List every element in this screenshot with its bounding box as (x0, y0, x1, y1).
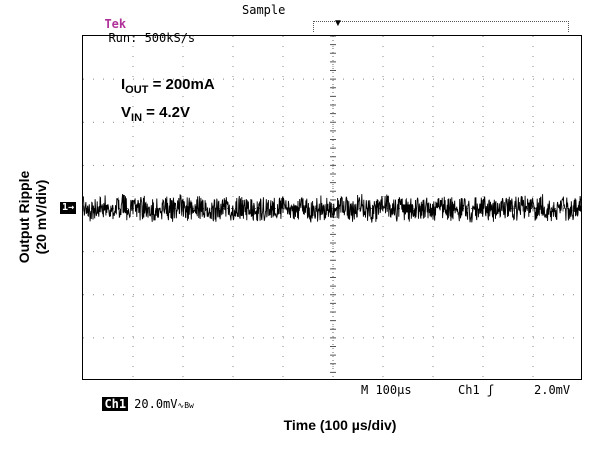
trigger-level-marker-icon (403, 204, 413, 213)
trigger-slope-icon: ʃ (486, 383, 495, 397)
bw-symbol: ∿ (177, 401, 185, 410)
iout-symbol: I (121, 76, 126, 93)
run-status: Run: 500kS/s (108, 31, 196, 45)
brand-label: Tek (104, 17, 127, 31)
iout-annotation: IOUT = 200mA (121, 76, 215, 99)
scope-plot (83, 36, 581, 379)
acquisition-mode: Sample (242, 3, 286, 17)
vin-value: = 4.2V (142, 104, 190, 121)
bw-sub: Bw (184, 401, 194, 410)
channel-1-ground-marker: 1→ (60, 202, 77, 214)
trigger-position-icon (333, 19, 343, 29)
scope-readout-bar: Ch1 20.0mV∿Bw M 100μs Ch1 ʃ 2.0mV (88, 383, 588, 411)
vin-annotation: VIN = 4.2V (121, 104, 190, 127)
trace-end-marker-icon (576, 205, 581, 212)
y-axis-label-line2: (20 mV/div) (33, 179, 49, 255)
y-axis-label-line1: Output Ripple (16, 170, 32, 264)
scope-screen: IOUT = 200mA VIN = 4.2V (82, 35, 582, 380)
ripple-trace (83, 193, 581, 223)
trigger-position-bracket (313, 21, 569, 32)
y-axis-label: Output Ripple (20 mV/div) (16, 107, 50, 327)
iout-subscript: OUT (125, 84, 149, 96)
iout-value: = 200mA (148, 76, 215, 93)
x-axis-label: Time (100 µs/div) (283, 417, 397, 433)
bandwidth-limit-icon: ∿Bw (178, 401, 194, 410)
vin-symbol: V (121, 104, 132, 121)
timebase: M 100μs (361, 383, 412, 397)
scope-status-bar: Tek Run: 500kS/s Sample (90, 3, 285, 45)
channel-tag: Ch1 (102, 397, 129, 411)
volts-per-div: 20.0mV (134, 397, 178, 411)
trigger-level: 2.0mV (534, 383, 571, 397)
trigger-source: Ch1 (458, 383, 480, 397)
trigger-readout: Ch1 ʃ (458, 383, 494, 397)
vin-subscript: IN (131, 112, 143, 124)
